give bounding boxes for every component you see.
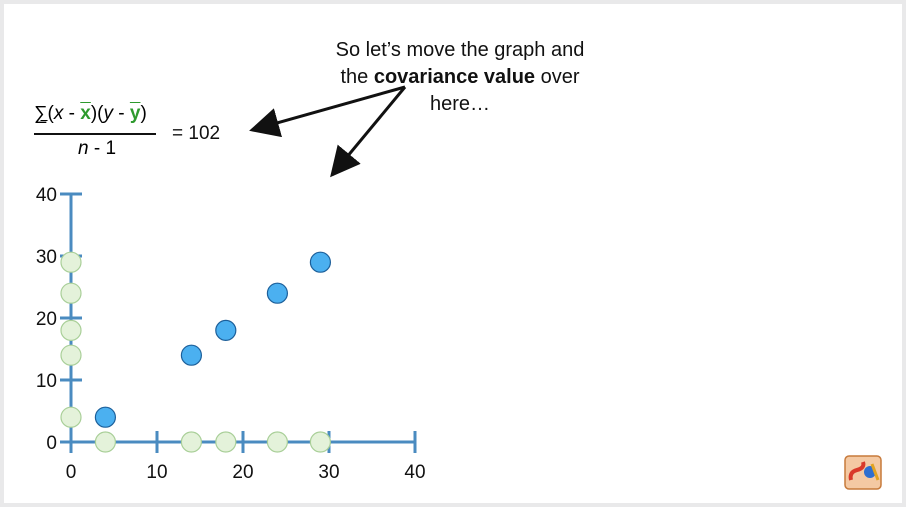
y-projection-point bbox=[60, 319, 82, 341]
callout-line-3: here… bbox=[429, 93, 491, 115]
data-points bbox=[94, 251, 331, 428]
slide bbox=[4, 4, 902, 503]
x-tick-label: 30 bbox=[318, 462, 339, 483]
callout-bold-phrase: covariance value bbox=[373, 66, 536, 88]
sum-symbol: ∑ bbox=[34, 103, 48, 124]
statquest-logo-icon bbox=[842, 450, 884, 492]
arrow-to-formula bbox=[249, 85, 406, 138]
paren-close: ) bbox=[140, 103, 147, 124]
y-projection-point bbox=[60, 282, 82, 304]
var-x-bar: x bbox=[80, 103, 91, 124]
y-tick-label: 20 bbox=[36, 309, 57, 330]
y-tick-label: 30 bbox=[36, 247, 57, 268]
x-projection-point bbox=[266, 431, 288, 453]
data-point bbox=[215, 319, 237, 341]
x-tick-label: 20 bbox=[232, 462, 253, 483]
minus-1: - bbox=[63, 103, 81, 124]
covariance-formula: ∑(x - x)(y - y) n - 1 bbox=[34, 103, 234, 173]
ticks: 0 10 20 30 40 0 10 20 30 40 bbox=[36, 185, 426, 483]
data-point bbox=[94, 406, 117, 428]
x-projection-point bbox=[309, 431, 331, 453]
y-projection-point bbox=[60, 251, 82, 273]
denominator-rest: - 1 bbox=[88, 138, 117, 159]
var-y-bar: y bbox=[129, 103, 141, 124]
axes bbox=[69, 194, 415, 444]
var-n: n bbox=[78, 138, 89, 159]
x-projection-point bbox=[94, 431, 117, 453]
data-point bbox=[266, 282, 288, 304]
callout-line-2-prefix: the bbox=[340, 66, 374, 88]
x-tick-label: 40 bbox=[404, 462, 425, 483]
x-tick-label: 10 bbox=[146, 462, 167, 483]
x-tick-label: 0 bbox=[66, 462, 77, 483]
callout-line-2-suffix: over bbox=[535, 66, 580, 88]
covariance-value: = 102 bbox=[172, 123, 221, 144]
y-projection-point bbox=[60, 344, 82, 366]
minus-2: - bbox=[113, 103, 130, 124]
data-point bbox=[309, 251, 331, 273]
callout-line-2: the covariance value over bbox=[300, 64, 620, 91]
y-tick-label: 10 bbox=[36, 371, 57, 392]
x-projection-point bbox=[180, 431, 202, 453]
var-x: x bbox=[53, 103, 64, 124]
formula-denominator: n - 1 bbox=[78, 138, 116, 160]
paren-open: ( bbox=[47, 103, 54, 124]
data-point bbox=[180, 344, 202, 366]
paren-mid: )( bbox=[90, 103, 104, 124]
arrow-to-graph bbox=[330, 86, 407, 178]
y-projection-point bbox=[60, 406, 82, 428]
axis-projections bbox=[60, 251, 331, 453]
fraction-bar bbox=[34, 133, 156, 135]
formula-numerator: ∑(x - x)(y - y) bbox=[34, 103, 147, 125]
var-y: y bbox=[103, 103, 114, 124]
callout-line-1: So let’s move the graph and bbox=[335, 39, 585, 61]
x-projection-point bbox=[215, 431, 237, 453]
callout-text: So let’s move the graph and the covarian… bbox=[300, 37, 620, 118]
y-tick-label: 40 bbox=[36, 185, 57, 206]
y-tick-label: 0 bbox=[46, 433, 57, 454]
